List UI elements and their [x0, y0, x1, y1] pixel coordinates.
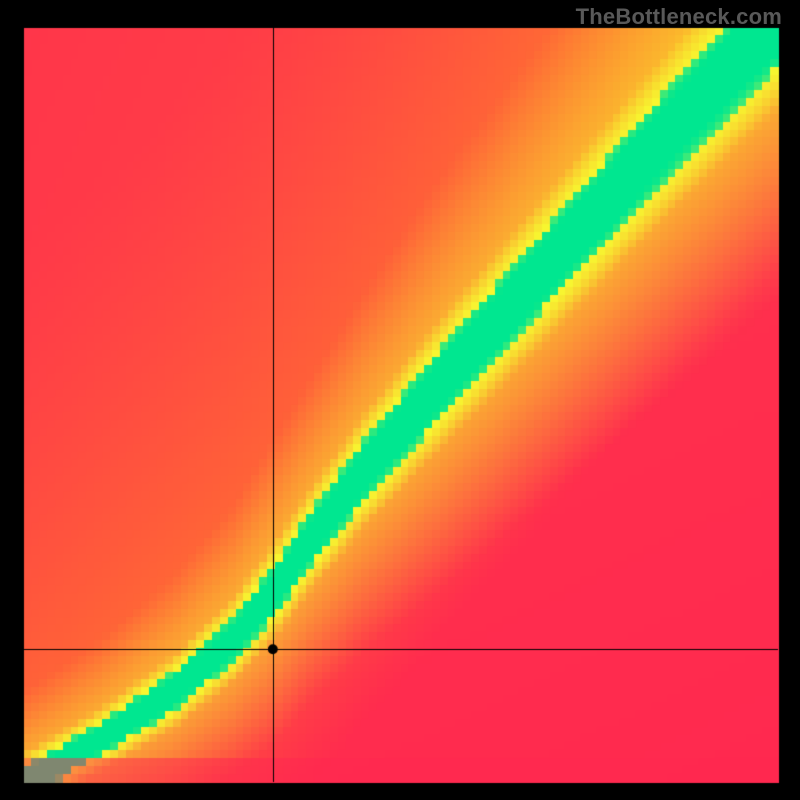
bottleneck-heatmap	[0, 0, 800, 800]
watermark-text: TheBottleneck.com	[576, 4, 782, 30]
